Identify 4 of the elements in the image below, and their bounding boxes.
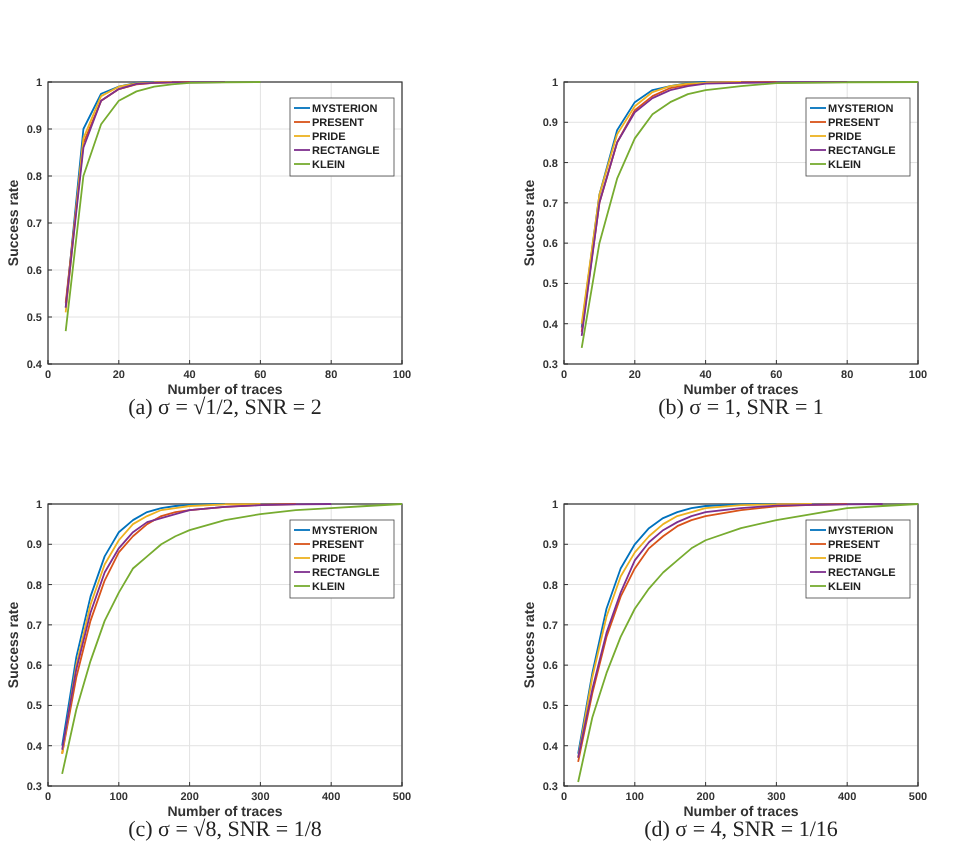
text: (a) σ = √1/2, SNR = 2 (128, 396, 322, 420)
text: (d) σ = 4, SNR = 1/16 (644, 818, 839, 842)
text: (b) σ = 1, SNR = 1 (658, 396, 824, 420)
text: (c) σ = √8, SNR = 1/8 (128, 818, 323, 842)
